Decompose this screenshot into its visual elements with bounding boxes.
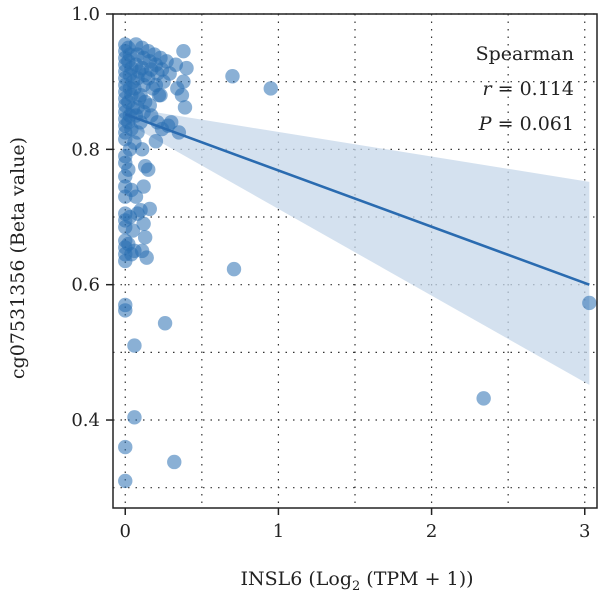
plot-frame xyxy=(112,13,598,509)
data-point xyxy=(128,189,144,204)
data-point xyxy=(582,295,597,311)
r-symbol: r xyxy=(483,78,494,100)
data-point xyxy=(148,134,164,149)
x-tick-label: 1 xyxy=(273,521,284,542)
x-axis-label: INSL6 (Log2 (TPM + 1)) xyxy=(240,568,473,594)
data-point xyxy=(167,454,182,470)
data-point xyxy=(263,81,278,96)
data-point xyxy=(118,439,133,455)
annotation-p: P = 0.061 xyxy=(478,113,574,135)
data-point xyxy=(141,162,156,177)
data-points xyxy=(118,37,597,489)
x-tick-label: 0 xyxy=(120,521,131,542)
data-point xyxy=(125,223,141,238)
x-axis-label-subscript: 2 xyxy=(352,579,360,594)
regression-line xyxy=(124,112,590,286)
x-axis-label-tail: (TPM + 1)) xyxy=(360,568,473,590)
data-point xyxy=(127,338,142,353)
annotation-r: r = 0.114 xyxy=(483,78,575,100)
confidence-band xyxy=(125,107,590,385)
r-value: = 0.114 xyxy=(492,78,574,100)
data-point xyxy=(177,100,193,115)
data-point xyxy=(157,316,173,331)
data-point xyxy=(226,261,242,277)
data-point xyxy=(176,74,191,89)
data-point xyxy=(176,44,191,59)
data-point xyxy=(174,88,190,103)
y-axis-label: cg07531356 (Beta value) xyxy=(7,137,29,379)
data-point xyxy=(225,69,240,84)
annotation-method: Spearman xyxy=(476,43,574,65)
x-axis-label-main: INSL6 (Log xyxy=(240,568,352,590)
data-point xyxy=(139,250,154,265)
data-point xyxy=(136,216,151,231)
data-point xyxy=(476,391,491,406)
data-point xyxy=(118,303,133,318)
p-value: = 0.061 xyxy=(492,113,574,135)
data-point xyxy=(142,201,157,217)
data-point xyxy=(127,410,142,425)
data-point xyxy=(179,60,194,76)
data-point xyxy=(153,88,168,103)
data-point xyxy=(121,162,136,177)
y-axis-ticks: 0.4 0.6 0.8 1.0 xyxy=(71,4,113,431)
x-tick-label: 3 xyxy=(579,521,590,542)
y-tick-label: 0.8 xyxy=(71,139,100,160)
data-point xyxy=(136,179,151,194)
data-point xyxy=(164,115,179,130)
y-tick-label: 0.6 xyxy=(71,275,100,296)
data-point xyxy=(118,473,133,489)
y-tick-label: 1.0 xyxy=(71,4,100,25)
x-tick-label: 2 xyxy=(426,521,437,542)
y-tick-label: 0.4 xyxy=(71,410,100,431)
data-point xyxy=(137,230,153,245)
data-point xyxy=(134,142,150,157)
x-axis-ticks: 0 1 2 3 xyxy=(120,508,590,542)
p-symbol: P xyxy=(478,113,493,135)
